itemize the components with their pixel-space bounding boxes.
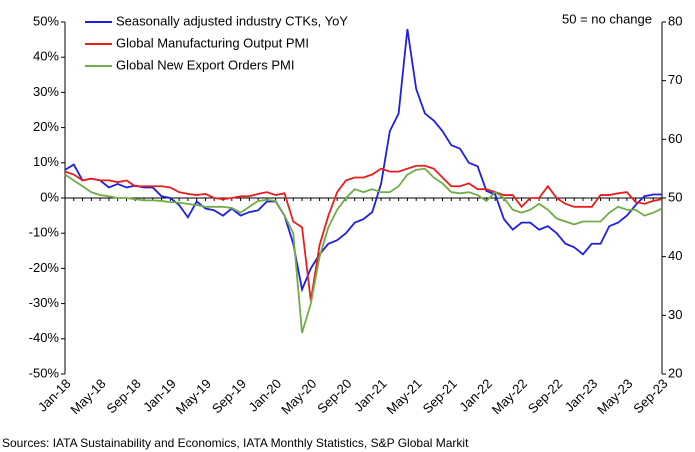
y-tick-label: 20% <box>33 119 59 134</box>
y-tick-label: 40% <box>33 49 59 64</box>
annotation: 50 = no change <box>562 11 652 26</box>
x-tick-label: May-23 <box>594 376 635 417</box>
x-tick-label: Sep-20 <box>314 376 354 416</box>
y2-tick-label: 20 <box>668 365 682 380</box>
x-tick-label: Jan-23 <box>562 376 601 415</box>
x-tick-label: Sep-19 <box>209 376 249 416</box>
y2-tick-label: 40 <box>668 248 682 263</box>
y-tick-label: -30% <box>29 295 60 310</box>
legend-label: Global Manufacturing Output PMI <box>116 35 309 50</box>
x-tick-label: May-19 <box>173 376 214 417</box>
y2-tick-label: 60 <box>668 131 682 146</box>
series-line <box>64 164 663 301</box>
x-tick-label: May-18 <box>67 376 108 417</box>
x-tick-label: May-22 <box>489 376 530 417</box>
x-tick-label: May-21 <box>383 376 424 417</box>
y-tick-label: 0% <box>40 189 59 204</box>
source: Sources: IATA Sustainability and Economi… <box>2 436 469 450</box>
y2-tick-label: 30 <box>668 307 682 322</box>
series-line <box>64 28 662 293</box>
y-tick-label: -20% <box>29 260 60 275</box>
x-tick-label: Sep-21 <box>420 376 460 416</box>
x-tick-label: Sep-18 <box>104 376 144 416</box>
y-tick-label: 50% <box>33 13 59 28</box>
y-tick-label: -10% <box>29 225 60 240</box>
x-tick-label: Jan-19 <box>140 376 179 415</box>
y2-tick-label: 50 <box>668 189 682 204</box>
y-tick-label: -40% <box>29 330 60 345</box>
y2-tick-label: 80 <box>668 13 682 28</box>
x-tick-label: Jan-21 <box>351 376 390 415</box>
x-tick-label: May-20 <box>278 376 319 417</box>
x-tick-label: Sep-23 <box>630 376 670 416</box>
y-tick-label: -50% <box>29 365 60 380</box>
legend-label: Global New Export Orders PMI <box>116 57 294 72</box>
x-tick-label: Jan-20 <box>246 376 285 415</box>
series-line <box>64 167 663 334</box>
x-tick-label: Sep-22 <box>525 376 565 416</box>
y2-tick-label: 70 <box>668 72 682 87</box>
y-tick-label: 10% <box>33 154 59 169</box>
x-tick-label: Jan-22 <box>456 376 495 415</box>
x-tick-label: Jan-18 <box>35 376 74 415</box>
y-tick-label: 30% <box>33 84 59 99</box>
legend-label: Seasonally adjusted industry CTKs, YoY <box>116 13 348 28</box>
